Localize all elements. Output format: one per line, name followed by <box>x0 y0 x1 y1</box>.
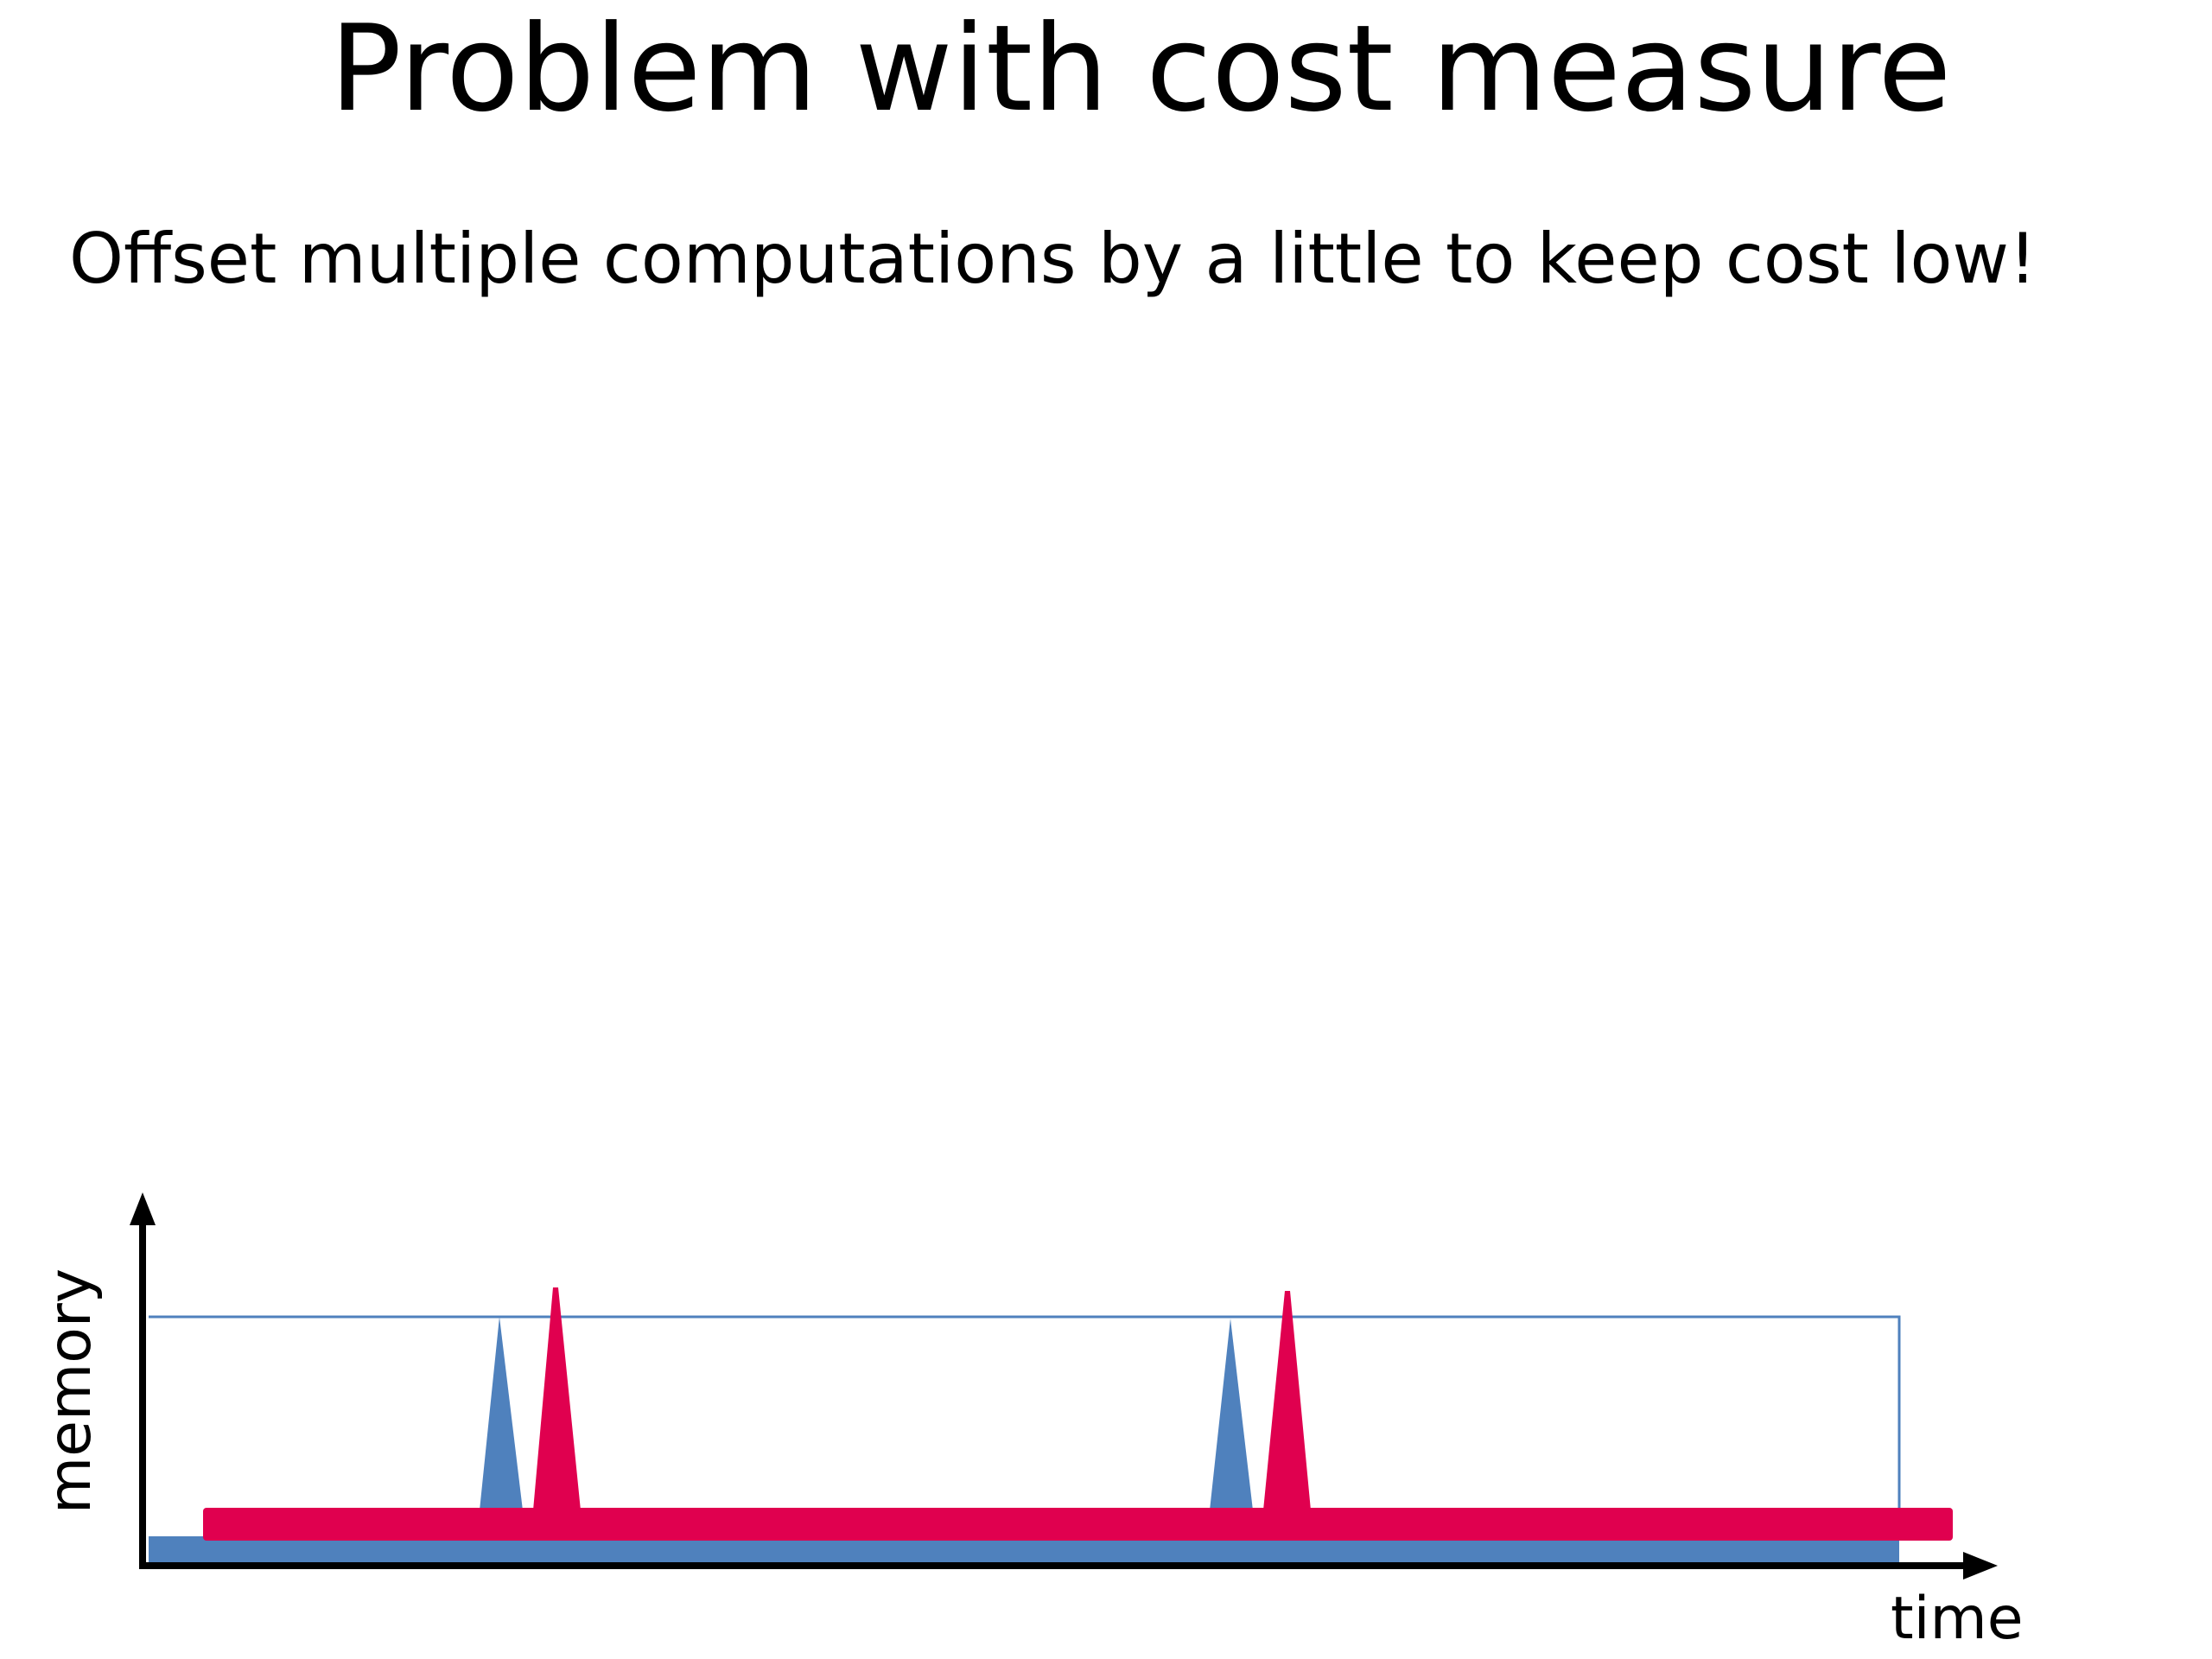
computation-b-spike-1 <box>533 1287 581 1510</box>
x-axis-label: time <box>1891 1585 2024 1653</box>
x-axis-arrowhead <box>1963 1552 1998 1580</box>
slide-title: Problem with cost measure <box>329 0 1952 138</box>
y-axis-arrowhead <box>130 1192 156 1225</box>
computation-a-spike-1 <box>480 1317 523 1510</box>
computation-b-spike-2 <box>1263 1291 1311 1510</box>
slide-subtitle: Offset multiple computations by a little… <box>69 219 2037 299</box>
computation-b-baseline <box>203 1508 1953 1541</box>
y-axis-label: memory <box>36 1268 105 1514</box>
peak-cost-outline <box>149 1315 1901 1534</box>
computation-a-baseline <box>149 1536 1899 1564</box>
computation-a-spike-2 <box>1210 1319 1253 1510</box>
